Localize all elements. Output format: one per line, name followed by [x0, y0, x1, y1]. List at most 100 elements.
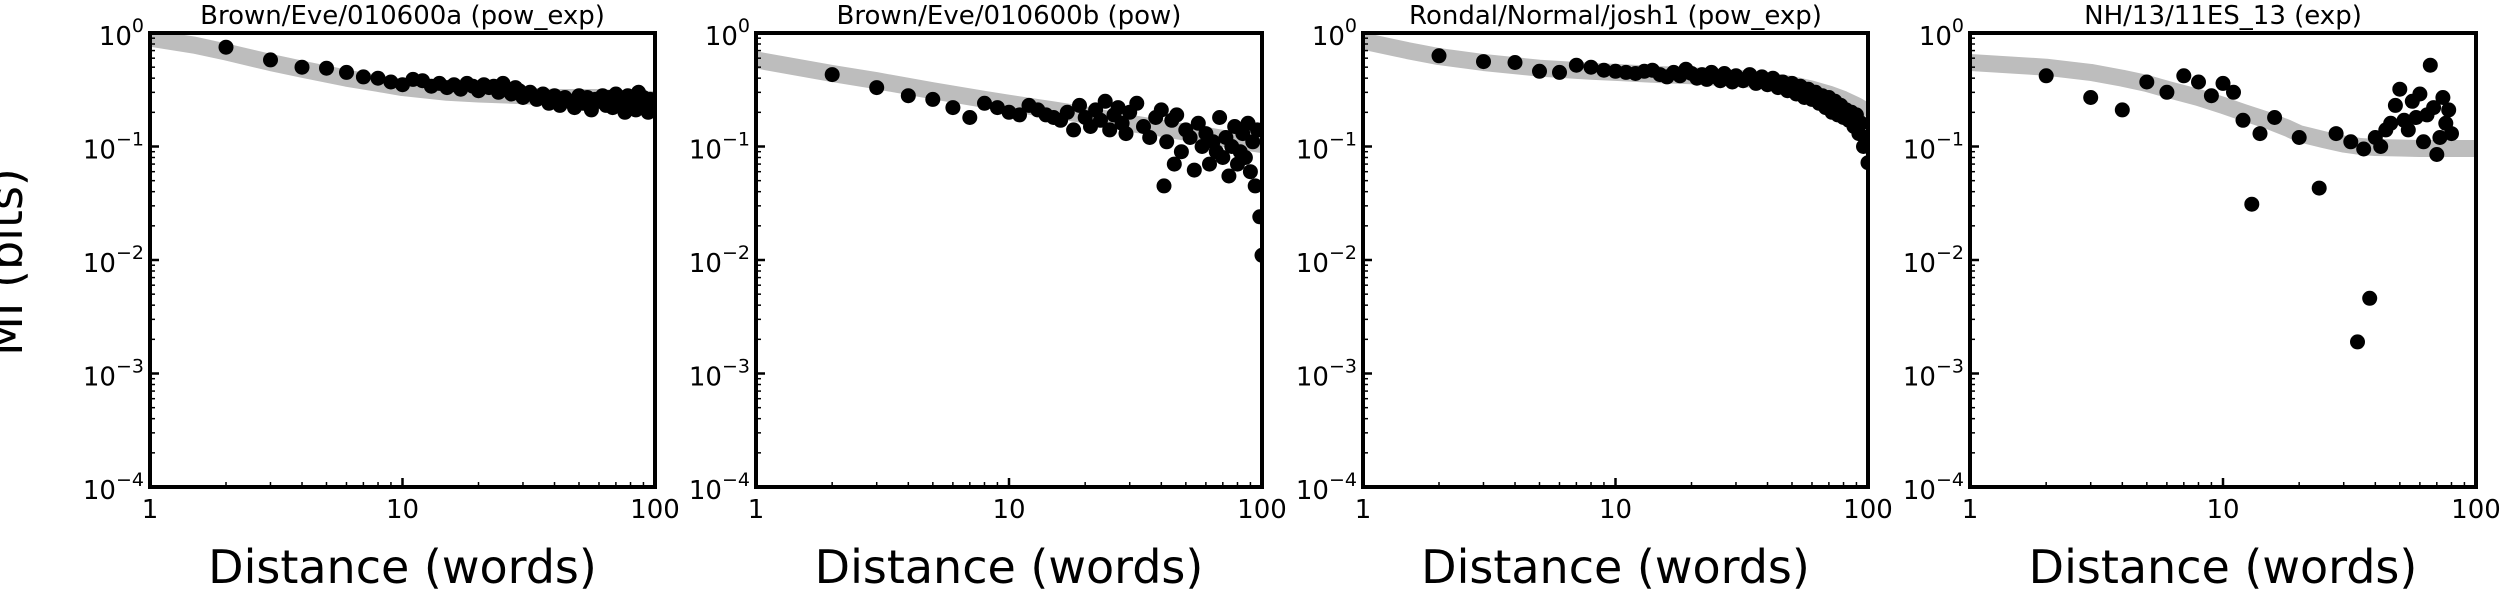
- data-points: [824, 67, 1262, 263]
- y-tick-label: 10−1: [689, 128, 750, 165]
- data-point: [1215, 150, 1231, 165]
- data-point: [2387, 97, 2403, 113]
- data-point: [900, 88, 916, 104]
- plot-frame: [1361, 31, 1870, 489]
- data-point: [2215, 75, 2231, 91]
- data-point: [1136, 119, 1151, 134]
- y-tick-label: 10−2: [689, 242, 750, 279]
- data-point: [1097, 93, 1113, 109]
- data-point: [2426, 100, 2442, 116]
- data-point: [2244, 196, 2260, 212]
- data-point: [2373, 139, 2389, 154]
- x-tick-label: 1: [748, 495, 765, 525]
- data-point: [1858, 130, 1868, 145]
- data-point: [370, 70, 386, 86]
- data-point: [1169, 107, 1185, 123]
- data-point: [263, 52, 278, 68]
- data-point: [2429, 147, 2445, 162]
- data-point: [319, 60, 334, 76]
- data-point: [2392, 81, 2408, 97]
- data-point: [1173, 144, 1189, 160]
- data-point: [2412, 86, 2428, 102]
- y-tick-label: 10−2: [1296, 242, 1357, 279]
- data-point: [1242, 164, 1258, 180]
- data-point: [2311, 180, 2327, 196]
- data-point: [1247, 178, 1262, 194]
- data-point: [1583, 59, 1599, 75]
- chart-title: Rondal/Normal/josh1 (pow_exp): [1409, 1, 1822, 31]
- data-points: [2038, 57, 2459, 350]
- data-point: [1153, 102, 1169, 118]
- data-point: [1476, 54, 1491, 70]
- data-point: [1059, 104, 1075, 120]
- chart-panel-1: Brown/Eve/010600a (pow_exp) 10−4 10−3 10−2 1…: [83, 1, 680, 594]
- data-point: [1596, 62, 1612, 78]
- y-tick-label: 10−4: [1903, 469, 1964, 506]
- data-point: [2383, 115, 2399, 131]
- data-point: [2291, 130, 2307, 145]
- data-point: [2114, 102, 2130, 118]
- data-point: [2343, 134, 2359, 150]
- data-point: [2416, 134, 2431, 150]
- y-tick-label: 10−1: [1296, 128, 1357, 165]
- data-point: [2328, 126, 2344, 142]
- x-tick-label: 100: [1843, 495, 1893, 525]
- data-point: [1159, 134, 1175, 150]
- data-point: [1202, 156, 1217, 172]
- data-point: [2432, 130, 2448, 145]
- data-point: [2435, 90, 2451, 105]
- data-point: [339, 64, 354, 80]
- data-point: [1118, 126, 1134, 142]
- y-tick-label: 10−2: [83, 242, 144, 279]
- data-point: [2350, 334, 2365, 350]
- data-point: [989, 100, 1005, 116]
- y-tick-label: 10−4: [689, 469, 750, 506]
- data-point: [2083, 90, 2099, 105]
- data-point: [2356, 141, 2372, 157]
- data-point: [1156, 178, 1172, 194]
- x-tick-label: 10: [2206, 495, 2239, 525]
- y-tick-label: 10−3: [1296, 355, 1357, 392]
- data-point: [1221, 168, 1237, 184]
- data-point: [1568, 57, 1584, 73]
- data-point: [2159, 84, 2175, 100]
- data-point: [2252, 126, 2268, 142]
- data-point: [218, 39, 234, 55]
- data-point: [2444, 126, 2459, 142]
- x-tick-label: 100: [2451, 495, 2501, 525]
- x-tick-label: 1: [1355, 495, 1372, 525]
- y-tick-label: 100: [1312, 15, 1357, 52]
- y-tick-label: 10−4: [83, 469, 144, 506]
- data-point: [945, 100, 961, 116]
- data-point: [2362, 290, 2378, 306]
- data-point: [1532, 63, 1547, 79]
- chart-title: NH/13/11ES_13 (exp): [2084, 1, 2362, 31]
- y-tick-label: 10−4: [1296, 469, 1357, 506]
- data-points: [218, 39, 655, 120]
- data-point: [2203, 88, 2219, 104]
- x-axis-label: Distance (words): [815, 540, 1204, 594]
- data-point: [2139, 74, 2155, 90]
- x-tick-label: 1: [142, 495, 159, 525]
- data-points: [1431, 48, 1868, 171]
- data-point: [1245, 134, 1261, 150]
- data-point: [1252, 209, 1262, 225]
- data-point: [1012, 107, 1027, 123]
- data-point: [2038, 68, 2054, 84]
- plot-frame: [148, 31, 657, 489]
- plot-frame: [1968, 31, 2478, 489]
- x-tick-label: 100: [630, 495, 680, 525]
- data-point: [1093, 112, 1108, 128]
- chart-panel-3: Rondal/Normal/josh1 (pow_exp) 10−4 10−3 10−…: [1296, 1, 1893, 594]
- data-point: [2441, 102, 2457, 118]
- y-tick-label: 10−3: [1903, 355, 1964, 392]
- x-axis-label: Distance (words): [2029, 540, 2418, 594]
- data-point: [1166, 156, 1182, 172]
- data-point: [2267, 110, 2283, 125]
- data-point: [1552, 64, 1567, 80]
- data-point: [1250, 122, 1262, 138]
- y-tick-label: 100: [99, 15, 144, 52]
- data-point: [1102, 122, 1118, 138]
- data-point: [824, 67, 840, 83]
